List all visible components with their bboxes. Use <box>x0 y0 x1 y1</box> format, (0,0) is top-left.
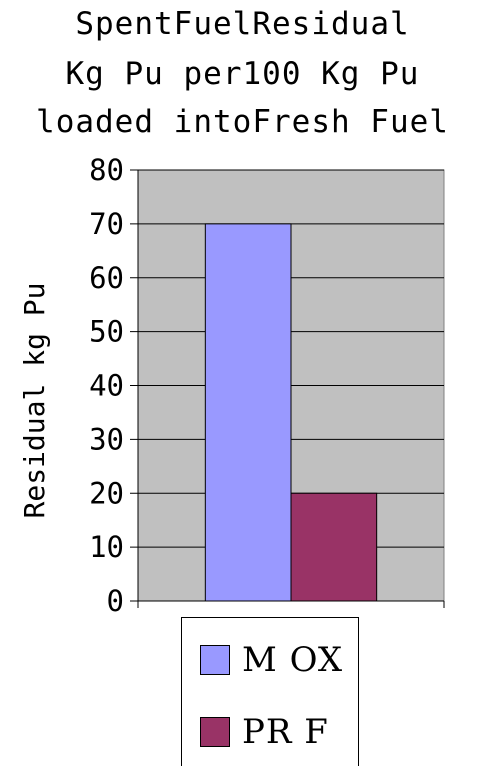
chart-title-line-3: loaded intoFresh Fuel <box>36 104 449 140</box>
legend-item-mox: M OX <box>200 640 343 680</box>
chart-legend: M OX PR F <box>181 617 359 766</box>
legend-swatch-prf <box>200 717 230 747</box>
bar-pr-f <box>290 492 378 602</box>
y-axis-label: Residual kg Pu <box>18 282 51 518</box>
y-tick-label-80: 80 <box>89 153 124 187</box>
y-tick-label-40: 40 <box>89 369 124 403</box>
y-tick-label-10: 10 <box>89 530 124 564</box>
chart-title-line-2: Kg Pu per100 Kg Pu <box>65 56 420 92</box>
legend-label-mox: M OX <box>242 640 344 680</box>
chart-title-line-1: SpentFuelResidual <box>75 6 410 42</box>
legend-item-prf: PR F <box>200 712 329 752</box>
y-tick-label-70: 70 <box>89 207 124 241</box>
bar-m-ox <box>204 223 292 602</box>
y-tick-label-30: 30 <box>89 422 124 456</box>
y-tick-label-0: 0 <box>107 584 124 618</box>
y-tick-label-60: 60 <box>89 261 124 295</box>
y-tick-label-50: 50 <box>89 315 124 349</box>
legend-label-prf: PR F <box>242 712 329 752</box>
y-tick-label-20: 20 <box>89 476 124 510</box>
legend-swatch-mox <box>200 645 230 675</box>
